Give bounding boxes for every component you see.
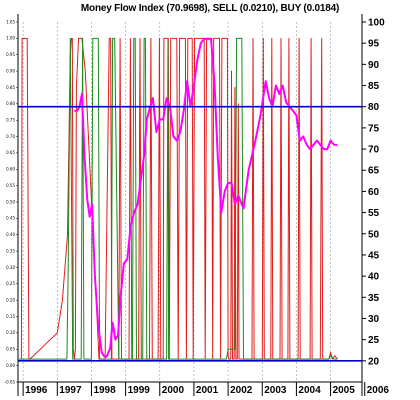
reference-lines — [18, 105, 362, 362]
x-tick-label: 2003 — [264, 385, 287, 396]
series-line — [74, 37, 338, 358]
left-tick-label: 0.65 — [6, 150, 15, 155]
right-tick-label: 95 — [368, 39, 380, 50]
left-tick-label: 1.00 — [6, 36, 15, 41]
left-tick-label: 0.80 — [6, 101, 15, 106]
left-tick-label: 0.45 — [6, 216, 15, 221]
series-line — [20, 37, 338, 360]
series-lines — [18, 37, 338, 360]
left-tick-label: 0.90 — [6, 68, 15, 73]
right-tick-label: 80 — [368, 102, 380, 113]
left-tick-label: 0.60 — [6, 167, 15, 172]
x-tick-label: 1999 — [128, 385, 151, 396]
x-tick-label: 1996 — [25, 385, 48, 396]
left-tick-label: 0.55 — [6, 183, 15, 188]
x-tick-label: 2002 — [230, 385, 253, 396]
x-tick-label: 1998 — [93, 385, 116, 396]
right-tick-label: 30 — [368, 314, 380, 325]
x-tick-label: 2004 — [298, 385, 321, 396]
left-tick-label: 0.50 — [6, 199, 15, 204]
x-tick-label: 2006 — [367, 385, 390, 396]
left-tick-label: 0.10 — [6, 330, 15, 335]
chart-title: Money Flow Index (70.9698), SELL (0.0210… — [80, 3, 340, 14]
left-tick-label: 0.35 — [6, 248, 15, 253]
series-line — [18, 37, 338, 360]
x-tick-label: 1997 — [59, 385, 82, 396]
left-tick-label: -0.05 — [5, 379, 16, 384]
left-tick-label: 0.40 — [6, 232, 15, 237]
left-tick-label: 0.25 — [6, 281, 15, 286]
left-tick-label: 0.20 — [6, 297, 15, 302]
plot-frame — [17, 14, 363, 396]
right-tick-label: 100 — [368, 18, 385, 29]
right-tick-label: 50 — [368, 229, 380, 240]
right-tick-label: 85 — [368, 81, 380, 92]
left-tick-label: 1.05 — [6, 19, 15, 24]
right-tick-label: 35 — [368, 293, 380, 304]
right-tick-label: 20 — [368, 356, 380, 367]
x-axis: 1996 1997 1998 1999 2000 2001 2002 2003 2004 2005… — [22, 382, 390, 396]
right-tick-label: 55 — [368, 208, 380, 219]
x-tick-label: 2005 — [333, 385, 356, 396]
right-tick-label: 70 — [368, 145, 380, 156]
right-tick-label: 65 — [368, 166, 380, 177]
right-tick-label: 45 — [368, 250, 380, 261]
right-tick-label: 25 — [368, 335, 380, 346]
left-tick-label: 0.75 — [6, 117, 15, 122]
left-tick-label: 0.85 — [6, 85, 15, 90]
left-tick-label: 0.95 — [6, 52, 15, 57]
right-axis: 20 25 30 35 40 45 50 55 60 65 70 75 80 85 90 95 100 — [362, 18, 385, 367]
x-tick-label: 2000 — [162, 385, 185, 396]
right-tick-label: 40 — [368, 272, 380, 283]
left-tick-label: 0.70 — [6, 134, 15, 139]
left-tick-label: 0.00 — [6, 363, 15, 368]
x-tick-label: 2001 — [196, 385, 219, 396]
left-axis: -0.05 0.00 0.05 0.10 0.15 0.20 0.25 0.30 0.35 0.4… — [5, 19, 18, 384]
right-tick-label: 75 — [368, 123, 380, 134]
left-tick-label: 0.30 — [6, 265, 15, 270]
left-tick-label: 0.15 — [6, 314, 15, 319]
right-tick-label: 60 — [368, 187, 380, 198]
left-tick-label: 0.05 — [6, 347, 15, 352]
right-tick-label: 90 — [368, 60, 380, 71]
